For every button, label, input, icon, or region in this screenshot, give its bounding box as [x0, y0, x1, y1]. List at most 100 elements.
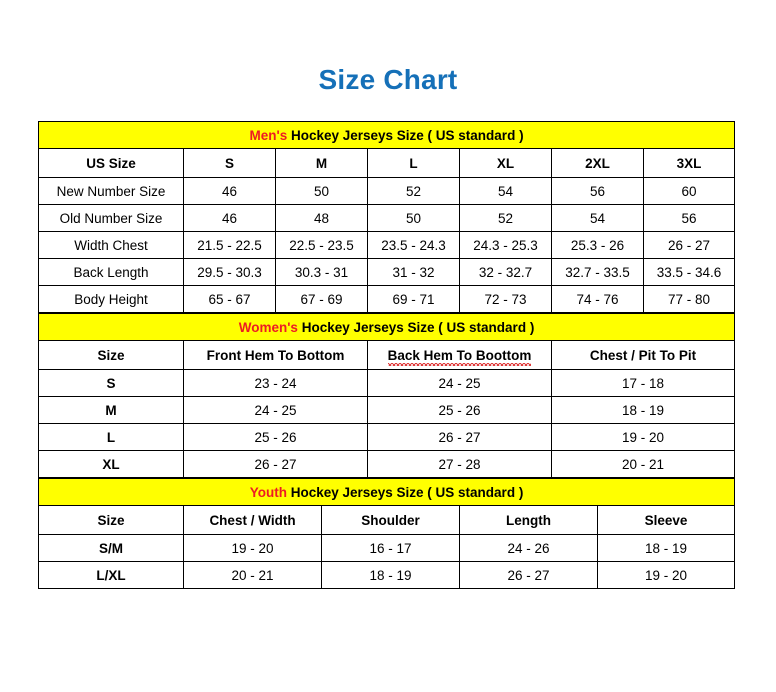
mens-col-header-0: US Size	[38, 148, 184, 178]
mens-cell-1-1: 48	[275, 204, 368, 232]
mens-cell-3-0: 29.5 - 30.3	[183, 258, 276, 286]
youth-banner-accent: Youth	[249, 484, 287, 500]
womens-section-banner: Women's Hockey Jerseys Size ( US standar…	[37, 313, 736, 341]
mens-cell-1-4: 54	[551, 204, 644, 232]
mens-cell-0-0: 46	[183, 177, 276, 205]
mens-cell-0-3: 54	[459, 177, 552, 205]
mens-section-banner-row: Men's Hockey Jerseys Size ( US standard …	[37, 121, 736, 149]
womens-col-header-1: Front Hem To Bottom	[183, 340, 368, 370]
mens-cell-1-5: 56	[642, 204, 736, 232]
youth-row-label-1: L/XL	[38, 561, 184, 589]
womens-row-label-0: S	[38, 369, 184, 397]
womens-section-banner-row: Women's Hockey Jerseys Size ( US standar…	[37, 313, 736, 341]
youth-col-header-4: Sleeve	[596, 505, 736, 535]
misspelled-header-text: Back Hem To Boottom	[387, 347, 532, 366]
womens-banner-accent: Women's	[238, 319, 298, 335]
youth-cell-1-1: 18 - 19	[321, 561, 460, 589]
youth-col-header-0: Size	[38, 505, 184, 535]
mens-row-label-4: Body Height	[38, 285, 184, 313]
youth-cell-0-1: 16 - 17	[321, 534, 460, 562]
womens-col-header-3: Chest / Pit To Pit	[550, 340, 736, 370]
mens-banner-rest: Hockey Jerseys Size ( US standard )	[287, 127, 524, 143]
size-chart-container: Men's Hockey Jerseys Size ( US standard …	[37, 121, 736, 589]
womens-cell-0-2: 17 - 18	[550, 369, 736, 397]
mens-row-label-2: Width Chest	[38, 231, 184, 259]
table-row: XL 26 - 27 27 - 28 20 - 21	[38, 450, 736, 478]
womens-row-label-3: XL	[38, 450, 184, 478]
youth-header-row: Size Chest / Width Shoulder Length Sleev…	[38, 505, 736, 535]
womens-cell-1-0: 24 - 25	[183, 396, 368, 424]
youth-section-banner: Youth Hockey Jerseys Size ( US standard …	[37, 478, 736, 506]
youth-banner-rest: Hockey Jerseys Size ( US standard )	[286, 484, 524, 500]
mens-cell-2-2: 23.5 - 24.3	[367, 231, 460, 259]
womens-cell-2-2: 19 - 20	[550, 423, 736, 451]
womens-header-row: Size Front Hem To Bottom Back Hem To Boo…	[38, 340, 736, 370]
table-row: Body Height 65 - 67 67 - 69 69 - 71 72 -…	[38, 285, 736, 313]
mens-row-label-0: New Number Size	[38, 177, 184, 205]
mens-cell-3-3: 32 - 32.7	[459, 258, 552, 286]
womens-row-label-1: M	[38, 396, 184, 424]
womens-cell-1-2: 18 - 19	[550, 396, 736, 424]
womens-cell-2-0: 25 - 26	[183, 423, 368, 451]
mens-row-label-3: Back Length	[38, 258, 184, 286]
mens-cell-1-2: 50	[367, 204, 460, 232]
table-row: M 24 - 25 25 - 26 18 - 19	[38, 396, 736, 424]
table-row: Back Length 29.5 - 30.3 30.3 - 31 31 - 3…	[38, 258, 736, 286]
table-row: New Number Size 46 50 52 54 56 60	[38, 177, 736, 205]
youth-section-banner-row: Youth Hockey Jerseys Size ( US standard …	[37, 478, 736, 506]
womens-cell-0-1: 24 - 25	[367, 369, 552, 397]
mens-col-header-3: L	[367, 148, 460, 178]
mens-cell-4-5: 77 - 80	[642, 285, 736, 313]
womens-col-header-0: Size	[38, 340, 184, 370]
mens-col-header-2: M	[275, 148, 368, 178]
youth-cell-0-2: 24 - 26	[459, 534, 598, 562]
womens-cell-2-1: 26 - 27	[367, 423, 552, 451]
youth-cell-0-3: 18 - 19	[596, 534, 736, 562]
youth-col-header-1: Chest / Width	[183, 505, 322, 535]
table-row: Width Chest 21.5 - 22.5 22.5 - 23.5 23.5…	[38, 231, 736, 259]
mens-cell-4-4: 74 - 76	[551, 285, 644, 313]
table-row: L 25 - 26 26 - 27 19 - 20	[38, 423, 736, 451]
mens-cell-3-5: 33.5 - 34.6	[642, 258, 736, 286]
mens-cell-0-4: 56	[551, 177, 644, 205]
youth-cell-1-3: 19 - 20	[596, 561, 736, 589]
mens-cell-2-3: 24.3 - 25.3	[459, 231, 552, 259]
mens-cell-4-3: 72 - 73	[459, 285, 552, 313]
mens-cell-2-1: 22.5 - 23.5	[275, 231, 368, 259]
mens-cell-3-4: 32.7 - 33.5	[551, 258, 644, 286]
womens-cell-1-1: 25 - 26	[367, 396, 552, 424]
mens-cell-3-2: 31 - 32	[367, 258, 460, 286]
mens-col-header-1: S	[183, 148, 276, 178]
youth-cell-1-2: 26 - 27	[459, 561, 598, 589]
mens-cell-2-5: 26 - 27	[642, 231, 736, 259]
table-row: S/M 19 - 20 16 - 17 24 - 26 18 - 19	[38, 534, 736, 562]
mens-cell-0-2: 52	[367, 177, 460, 205]
page-title: Size Chart	[318, 64, 458, 95]
mens-row-label-1: Old Number Size	[38, 204, 184, 232]
womens-cell-0-0: 23 - 24	[183, 369, 368, 397]
mens-col-header-4: XL	[459, 148, 552, 178]
mens-cell-3-1: 30.3 - 31	[275, 258, 368, 286]
womens-col-header-2: Back Hem To Boottom	[367, 340, 552, 370]
mens-cell-4-1: 67 - 69	[275, 285, 368, 313]
youth-row-label-0: S/M	[38, 534, 184, 562]
youth-cell-1-0: 20 - 21	[183, 561, 322, 589]
mens-size-table: Men's Hockey Jerseys Size ( US standard …	[37, 121, 736, 313]
mens-cell-1-3: 52	[459, 204, 552, 232]
womens-cell-3-0: 26 - 27	[183, 450, 368, 478]
mens-cell-4-0: 65 - 67	[183, 285, 276, 313]
youth-cell-0-0: 19 - 20	[183, 534, 322, 562]
womens-cell-3-2: 20 - 21	[550, 450, 736, 478]
mens-cell-2-0: 21.5 - 22.5	[183, 231, 276, 259]
mens-col-header-6: 3XL	[642, 148, 736, 178]
womens-size-table: Women's Hockey Jerseys Size ( US standar…	[37, 313, 736, 478]
womens-banner-rest: Hockey Jerseys Size ( US standard )	[297, 319, 535, 335]
womens-cell-3-1: 27 - 28	[367, 450, 552, 478]
table-row: Old Number Size 46 48 50 52 54 56	[38, 204, 736, 232]
mens-col-header-5: 2XL	[551, 148, 644, 178]
mens-cell-0-5: 60	[642, 177, 736, 205]
mens-cell-1-0: 46	[183, 204, 276, 232]
table-row: L/XL 20 - 21 18 - 19 26 - 27 19 - 20	[38, 561, 736, 589]
womens-row-label-2: L	[38, 423, 184, 451]
mens-cell-2-4: 25.3 - 26	[551, 231, 644, 259]
